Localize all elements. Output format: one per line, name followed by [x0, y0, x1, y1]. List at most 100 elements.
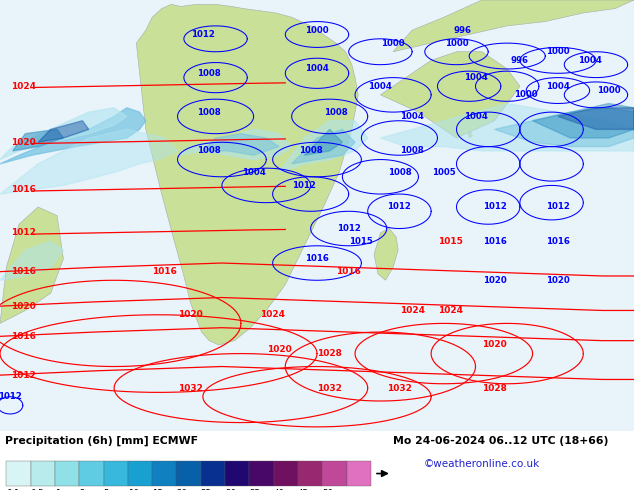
- Text: 1032: 1032: [178, 384, 203, 392]
- Text: 1012: 1012: [292, 181, 316, 190]
- Text: 1020: 1020: [482, 341, 507, 349]
- Text: 1016: 1016: [482, 237, 507, 246]
- Text: 1024: 1024: [11, 82, 36, 91]
- Text: 45: 45: [298, 489, 309, 490]
- Bar: [55, 461, 79, 487]
- Text: 1004: 1004: [400, 112, 424, 121]
- Bar: [322, 461, 347, 487]
- Text: 1016: 1016: [152, 267, 178, 276]
- Text: 1016: 1016: [11, 267, 36, 276]
- Text: 1008: 1008: [400, 147, 424, 155]
- Text: 2: 2: [79, 489, 85, 490]
- Text: 1012: 1012: [0, 392, 22, 401]
- Bar: [79, 461, 103, 487]
- Text: 1012: 1012: [546, 202, 570, 212]
- Bar: [152, 461, 176, 487]
- Polygon shape: [304, 129, 342, 155]
- Text: 1012: 1012: [337, 224, 361, 233]
- Text: 1020: 1020: [11, 302, 36, 311]
- Text: 1000: 1000: [381, 39, 405, 48]
- Text: 1008: 1008: [324, 108, 348, 117]
- Text: 1028: 1028: [317, 349, 342, 358]
- Text: 1008: 1008: [197, 147, 221, 155]
- Polygon shape: [13, 129, 63, 151]
- Polygon shape: [393, 0, 634, 52]
- Bar: [347, 461, 371, 487]
- Text: 1028: 1028: [482, 384, 507, 392]
- Bar: [176, 461, 201, 487]
- Text: 1004: 1004: [242, 168, 266, 177]
- Text: 1012: 1012: [482, 202, 507, 212]
- Bar: [6, 461, 30, 487]
- Text: 1020: 1020: [546, 276, 570, 285]
- Text: 1000: 1000: [305, 25, 329, 35]
- Bar: [103, 461, 128, 487]
- Polygon shape: [203, 134, 279, 155]
- Text: 1: 1: [55, 489, 60, 490]
- Text: 1032: 1032: [317, 384, 342, 392]
- Text: 1020: 1020: [11, 138, 36, 147]
- Text: 1012: 1012: [387, 202, 411, 212]
- Text: 1004: 1004: [463, 112, 488, 121]
- Text: 0.5: 0.5: [30, 489, 44, 490]
- Text: 1016: 1016: [305, 254, 329, 263]
- Polygon shape: [136, 4, 358, 345]
- Polygon shape: [533, 103, 634, 138]
- Text: 1012: 1012: [191, 30, 215, 39]
- Text: 1016: 1016: [11, 332, 36, 341]
- Text: 1005: 1005: [432, 168, 456, 177]
- Polygon shape: [38, 121, 89, 142]
- Polygon shape: [0, 129, 178, 194]
- Text: 996: 996: [454, 25, 472, 35]
- Text: 15: 15: [152, 489, 163, 490]
- Polygon shape: [0, 242, 63, 280]
- Polygon shape: [279, 121, 368, 172]
- Text: 35: 35: [249, 489, 261, 490]
- Polygon shape: [374, 228, 398, 280]
- Polygon shape: [558, 108, 634, 129]
- Text: 1020: 1020: [482, 276, 507, 285]
- Text: 1016: 1016: [546, 237, 570, 246]
- Text: 1008: 1008: [387, 168, 411, 177]
- Text: 996: 996: [511, 56, 529, 65]
- Polygon shape: [380, 52, 520, 138]
- Bar: [274, 461, 298, 487]
- Text: 1004: 1004: [305, 65, 329, 74]
- Text: 1032: 1032: [387, 384, 412, 392]
- Polygon shape: [178, 129, 292, 160]
- Bar: [249, 461, 274, 487]
- Polygon shape: [380, 103, 634, 151]
- Polygon shape: [0, 108, 127, 160]
- Text: 40: 40: [274, 489, 285, 490]
- Text: 1015: 1015: [437, 237, 463, 246]
- Text: 1000: 1000: [444, 39, 469, 48]
- Bar: [298, 461, 322, 487]
- Text: 1004: 1004: [368, 82, 392, 91]
- Polygon shape: [495, 108, 634, 147]
- Text: 1016: 1016: [11, 185, 36, 194]
- Text: 1004: 1004: [546, 82, 570, 91]
- Text: 0.1: 0.1: [6, 489, 20, 490]
- Text: 1000: 1000: [597, 86, 621, 95]
- Bar: [201, 461, 225, 487]
- Text: 1012: 1012: [11, 228, 36, 237]
- Text: 1015: 1015: [349, 237, 373, 246]
- Text: 1008: 1008: [197, 108, 221, 117]
- Text: 50: 50: [322, 489, 333, 490]
- Bar: [128, 461, 152, 487]
- Polygon shape: [468, 131, 472, 138]
- Text: 1016: 1016: [336, 267, 361, 276]
- Text: 1024: 1024: [399, 306, 425, 315]
- Text: 1004: 1004: [578, 56, 602, 65]
- Bar: [225, 461, 249, 487]
- Text: 1008: 1008: [299, 147, 323, 155]
- Text: 30: 30: [225, 489, 236, 490]
- Text: 1024: 1024: [260, 310, 285, 319]
- Text: 1000: 1000: [514, 90, 538, 99]
- Text: 1024: 1024: [437, 306, 463, 315]
- Polygon shape: [292, 129, 355, 164]
- Text: 1004: 1004: [463, 73, 488, 82]
- Text: ©weatheronline.co.uk: ©weatheronline.co.uk: [424, 460, 540, 469]
- Text: 1008: 1008: [197, 69, 221, 78]
- Polygon shape: [0, 108, 146, 164]
